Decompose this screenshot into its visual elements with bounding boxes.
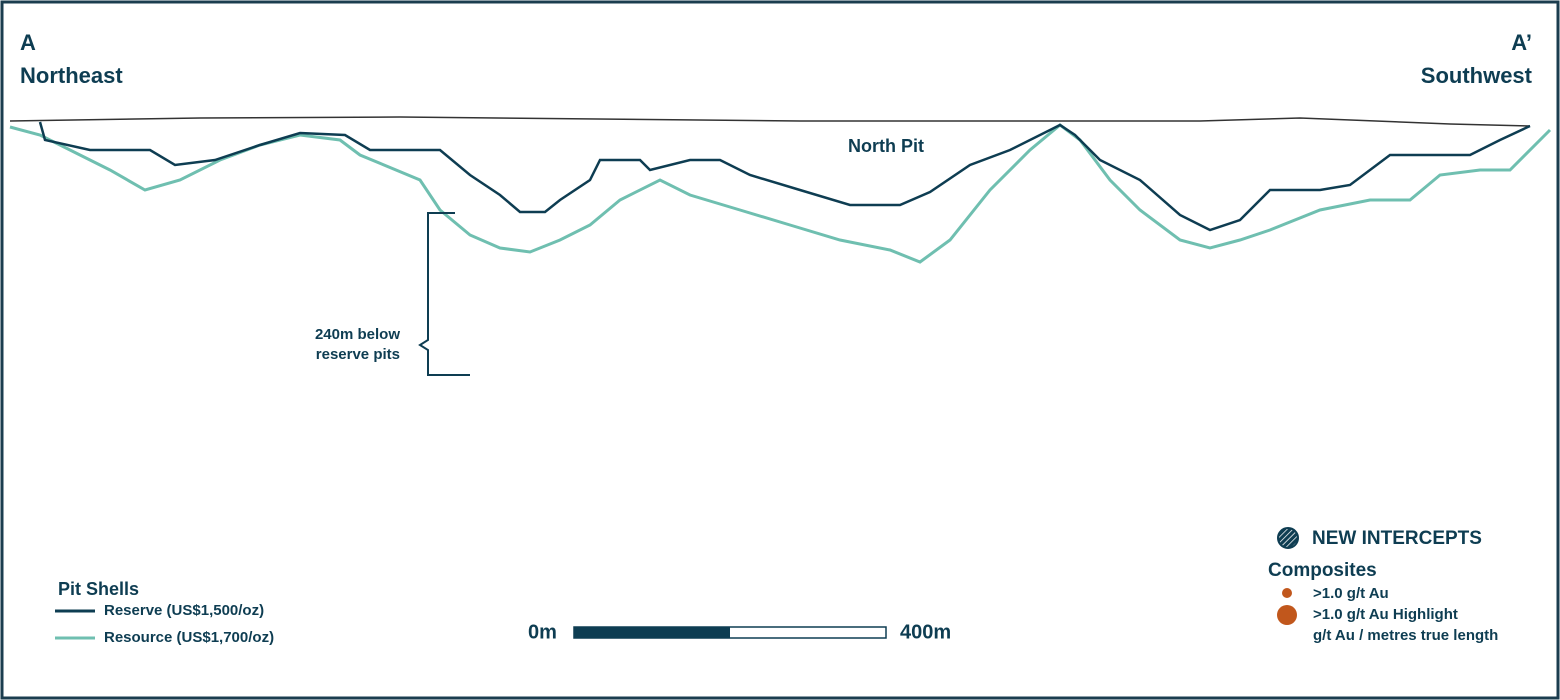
section-end: A <box>20 30 36 55</box>
legend-item: >1.0 g/t Au Highlight <box>1313 606 1458 623</box>
legend-dot <box>1282 588 1292 598</box>
scale-label: 0m <box>528 621 557 643</box>
legend-title: Composites <box>1268 560 1377 581</box>
scale-bar <box>574 627 730 638</box>
legend-item: Reserve (US$1,500/oz) <box>104 602 264 619</box>
legend-title: NEW INTERCEPTS <box>1312 528 1482 549</box>
bracket <box>418 212 470 376</box>
pit-label: North Pit <box>848 136 924 156</box>
legend-dot <box>1277 605 1297 625</box>
legend-item: >1.0 g/t Au <box>1313 585 1389 602</box>
scale-label: 400m <box>900 621 951 643</box>
legend-title: Pit Shells <box>58 579 139 599</box>
reserve-shell <box>38 121 1531 232</box>
annotation: 240m below <box>315 326 400 343</box>
legend-icon <box>1277 527 1299 549</box>
annotation: reserve pits <box>316 346 400 363</box>
legend-item: Resource (US$1,700/oz) <box>104 629 274 646</box>
direction: Southwest <box>1421 63 1533 88</box>
section-end: A’ <box>1511 30 1532 55</box>
direction: Northeast <box>20 63 123 88</box>
topography <box>9 116 1531 127</box>
legend-item: g/t Au / metres true length <box>1313 627 1498 644</box>
